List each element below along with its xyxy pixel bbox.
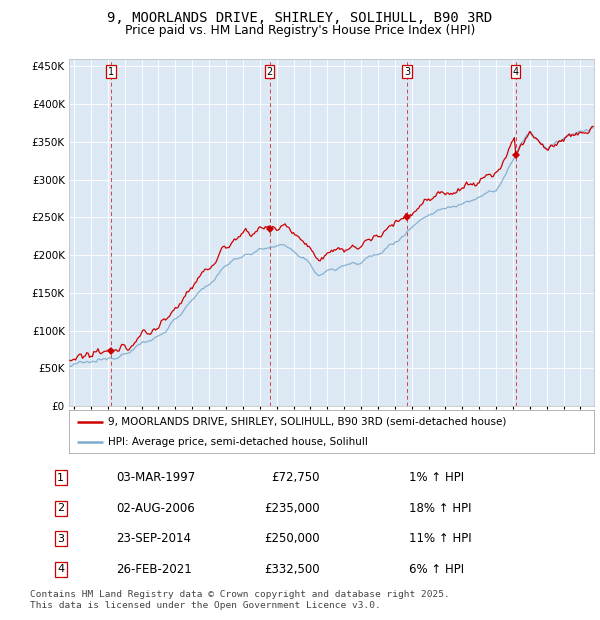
Text: 03-MAR-1997: 03-MAR-1997 [116,471,196,484]
Text: HPI: Average price, semi-detached house, Solihull: HPI: Average price, semi-detached house,… [109,437,368,447]
Text: 23-SEP-2014: 23-SEP-2014 [116,533,191,546]
Text: This data is licensed under the Open Government Licence v3.0.: This data is licensed under the Open Gov… [30,601,381,611]
Text: 4: 4 [512,67,518,77]
Text: 1% ↑ HPI: 1% ↑ HPI [409,471,464,484]
Text: 9, MOORLANDS DRIVE, SHIRLEY, SOLIHULL, B90 3RD: 9, MOORLANDS DRIVE, SHIRLEY, SOLIHULL, B… [107,11,493,25]
Text: 9, MOORLANDS DRIVE, SHIRLEY, SOLIHULL, B90 3RD (semi-detached house): 9, MOORLANDS DRIVE, SHIRLEY, SOLIHULL, B… [109,417,507,427]
Text: Price paid vs. HM Land Registry's House Price Index (HPI): Price paid vs. HM Land Registry's House … [125,24,475,37]
Text: £72,750: £72,750 [272,471,320,484]
Text: £235,000: £235,000 [265,502,320,515]
Text: 6% ↑ HPI: 6% ↑ HPI [409,563,464,576]
Text: 2: 2 [266,67,272,77]
Text: 4: 4 [57,564,64,574]
Text: 3: 3 [404,67,410,77]
Text: Contains HM Land Registry data © Crown copyright and database right 2025.: Contains HM Land Registry data © Crown c… [30,590,450,600]
Text: 3: 3 [57,534,64,544]
Text: 18% ↑ HPI: 18% ↑ HPI [409,502,472,515]
Text: 02-AUG-2006: 02-AUG-2006 [116,502,195,515]
Text: 1: 1 [107,67,114,77]
Text: £332,500: £332,500 [265,563,320,576]
Text: 2: 2 [57,503,64,513]
Text: 11% ↑ HPI: 11% ↑ HPI [409,533,472,546]
Text: £250,000: £250,000 [265,533,320,546]
Text: 1: 1 [57,473,64,483]
Text: 26-FEB-2021: 26-FEB-2021 [116,563,192,576]
